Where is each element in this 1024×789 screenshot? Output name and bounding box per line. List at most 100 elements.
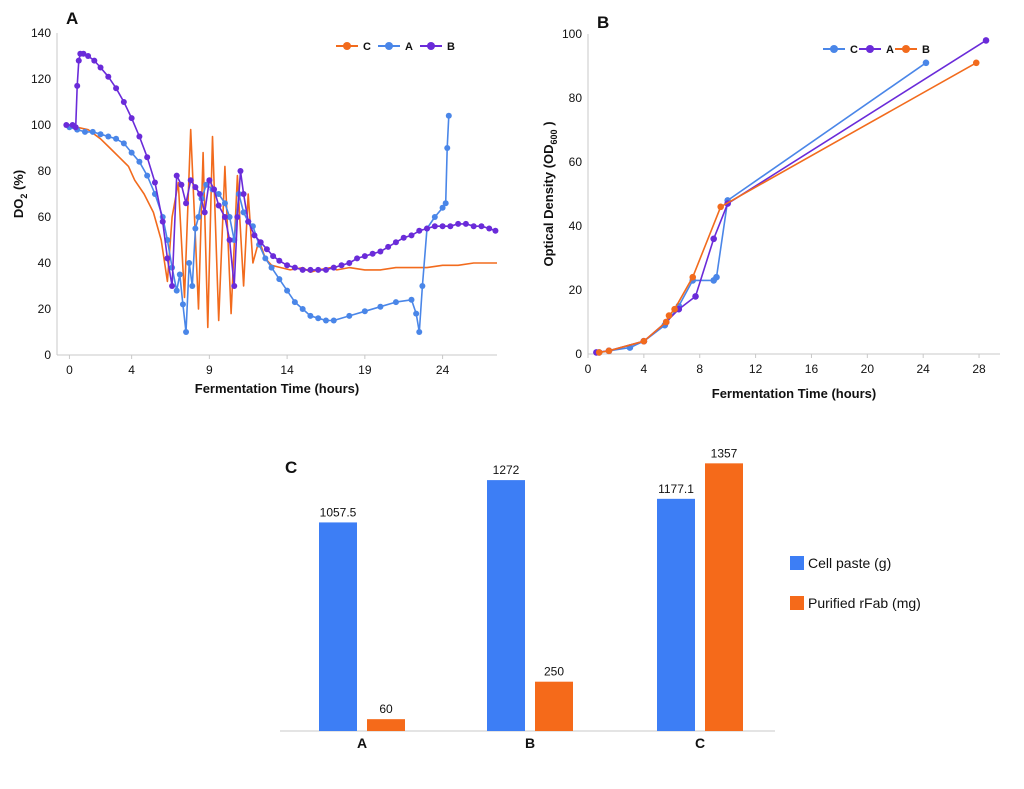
series-a-point — [105, 133, 112, 140]
y-axis-title-suffix: ) — [541, 121, 556, 129]
series-a-point — [195, 214, 202, 220]
series-b-point — [276, 257, 283, 264]
x-tick-label: 4 — [128, 363, 135, 377]
series-b-point — [717, 203, 724, 211]
series-a-point — [346, 312, 353, 319]
series-b-point — [424, 225, 431, 232]
series-a-point — [315, 315, 322, 322]
legend-marker-a — [866, 45, 874, 53]
y-axis-title-suffix: (%) — [11, 170, 26, 194]
series-b-point — [330, 264, 337, 271]
legend-label-c: C — [363, 41, 371, 53]
series-b-point — [63, 122, 70, 128]
series-b-point — [72, 124, 79, 131]
legend-label-cell-paste: Cell paste (g) — [808, 555, 891, 571]
series-a-point — [284, 287, 291, 294]
series-b-point — [392, 239, 399, 246]
series-a-point — [173, 287, 180, 294]
y-tick-label: 100 — [31, 118, 51, 132]
y-tick-label: 60 — [569, 155, 583, 169]
bar-c-cell-paste — [657, 498, 695, 731]
series-a-point — [361, 308, 368, 315]
series-b-point — [263, 246, 270, 253]
legend-label-purified-rfab: Purified rFab (mg) — [808, 595, 921, 611]
series-a-point — [408, 296, 415, 303]
series-b-point — [173, 172, 180, 179]
bar-value-label: 250 — [544, 665, 564, 679]
series-b-point — [361, 253, 368, 260]
series-a-point — [982, 37, 990, 44]
series-b-point — [439, 223, 446, 230]
x-axis-title: Fermentation Time (hours) — [195, 381, 359, 396]
series-a-point — [186, 260, 193, 266]
y-tick-label: 80 — [38, 164, 52, 178]
x-tick-label: 8 — [696, 362, 703, 376]
series-b-point — [201, 209, 208, 216]
bar-value-label: 1177.1 — [658, 482, 694, 496]
y-tick-label: 20 — [38, 302, 52, 316]
series-b-point — [85, 53, 92, 59]
series-b-point — [478, 223, 485, 230]
series-a-point — [445, 112, 452, 119]
series-b-point — [665, 312, 673, 319]
y-axis-title-main: DO — [11, 199, 26, 219]
series-b-point — [462, 220, 469, 227]
series-a-point — [419, 283, 426, 289]
legend-swatch-purified-rfab — [790, 596, 804, 610]
legend-label-b: B — [922, 44, 930, 56]
series-b-point — [408, 232, 415, 239]
series-a-point — [692, 293, 699, 300]
series-a-point — [189, 283, 196, 289]
series-b-point — [486, 225, 493, 232]
series-a-point — [268, 264, 275, 271]
y-tick-label: 60 — [38, 210, 52, 224]
y-tick-label: 120 — [31, 72, 51, 86]
bar-a-cell-paste — [319, 522, 357, 731]
legend-label-a: A — [886, 44, 894, 56]
x-tick-label: 0 — [66, 363, 73, 377]
series-a-point — [710, 235, 717, 243]
series-b-point — [470, 223, 477, 230]
legend-marker-a — [385, 42, 393, 50]
series-b-point — [251, 232, 258, 239]
legend-marker-b — [902, 45, 910, 53]
series-c-point — [713, 273, 720, 281]
series-a-line — [596, 39, 987, 354]
series-b-point — [74, 82, 81, 89]
series-a-line — [69, 115, 450, 333]
series-a-point — [322, 317, 329, 324]
series-a-point — [221, 200, 228, 207]
legend-label-b: B — [447, 41, 455, 53]
bar-b-purified-rfab — [535, 681, 573, 731]
series-a-point — [392, 299, 399, 306]
y-axis-title: DO2 (%) — [11, 170, 29, 218]
series-a-point — [226, 214, 233, 220]
series-a-point — [176, 271, 183, 278]
bar-value-label: 1057.5 — [320, 505, 357, 519]
series-b-point — [605, 347, 613, 355]
series-b-point — [307, 266, 314, 273]
bar-a-purified-rfab — [367, 719, 405, 731]
series-b-point — [136, 133, 143, 140]
series-b-point — [689, 273, 697, 281]
series-b-point — [197, 191, 204, 197]
series-a-point — [192, 225, 199, 232]
series-b-point — [183, 200, 190, 207]
series-b-point — [257, 239, 264, 246]
x-tick-label: 20 — [861, 362, 875, 376]
series-a-point — [444, 145, 451, 151]
series-b-point — [221, 214, 228, 220]
y-tick-label: 140 — [31, 26, 51, 40]
panel-a-label: A — [66, 9, 78, 28]
series-b-point — [192, 184, 199, 191]
series-b-point — [416, 227, 423, 234]
series-a-point — [442, 200, 449, 207]
y-axis-title-subscript: 2 — [19, 194, 29, 199]
series-b-line — [599, 62, 977, 354]
legend-label-c: C — [850, 44, 858, 56]
series-b-point — [234, 214, 241, 220]
chart-panel-c: C 1057.5 60 A 1272 250 B 1177.1 1357 C Cell paste… — [280, 446, 921, 751]
series-a-point — [431, 214, 438, 220]
series-b-point — [113, 85, 120, 92]
